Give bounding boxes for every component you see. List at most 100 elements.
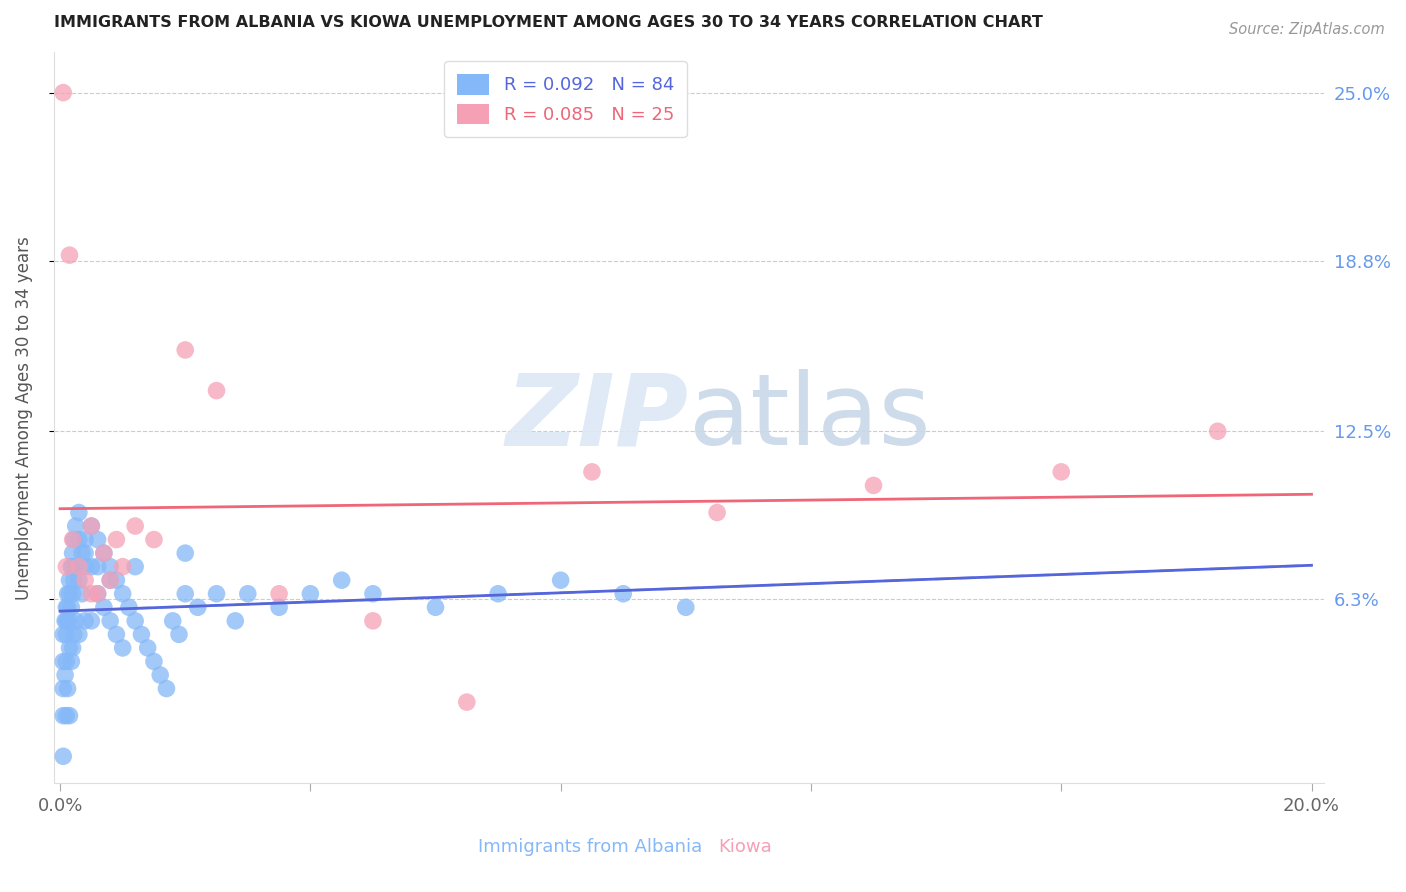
Point: [205, 587, 228, 601]
Point: [75, 533, 97, 547]
Point: [98, 559, 121, 574]
Point: [862, 478, 884, 492]
Point: [124, 519, 146, 533]
Point: [124, 559, 146, 574]
Point: [236, 587, 259, 601]
Point: [299, 587, 322, 601]
Point: [56, 681, 79, 696]
Point: [98, 614, 121, 628]
Point: [111, 587, 134, 601]
Point: [174, 546, 197, 560]
Point: [612, 587, 634, 601]
Text: Immigrants from Albania: Immigrants from Albania: [478, 838, 703, 856]
Point: [75, 546, 97, 560]
Point: [67, 573, 90, 587]
Point: [56, 614, 79, 628]
Point: [62, 559, 84, 574]
Point: [65, 519, 87, 533]
Point: [60, 600, 83, 615]
Point: [550, 573, 572, 587]
Point: [105, 573, 128, 587]
Point: [267, 600, 290, 615]
Point: [80, 559, 103, 574]
Point: [131, 627, 153, 641]
Point: [56, 587, 79, 601]
Point: [205, 384, 228, 398]
Point: [55, 708, 77, 723]
Point: [142, 533, 165, 547]
Point: [53, 668, 76, 682]
Point: [124, 614, 146, 628]
Point: [75, 559, 97, 574]
Point: [80, 519, 103, 533]
Point: [55, 655, 77, 669]
Point: [105, 627, 128, 641]
Point: [63, 533, 86, 547]
Point: [56, 600, 79, 615]
Point: [52, 708, 75, 723]
Point: [142, 655, 165, 669]
Point: [75, 614, 97, 628]
Point: [55, 559, 77, 574]
Point: [52, 627, 75, 641]
Point: [118, 600, 141, 615]
Point: [456, 695, 478, 709]
Point: [93, 546, 115, 560]
Point: [162, 614, 184, 628]
Point: [706, 506, 728, 520]
Point: [224, 614, 246, 628]
Point: [52, 655, 75, 669]
Point: [67, 627, 90, 641]
Point: [65, 614, 87, 628]
Point: [86, 559, 108, 574]
Point: [155, 681, 177, 696]
Point: [63, 573, 86, 587]
Point: [86, 587, 108, 601]
Point: [58, 248, 80, 262]
Point: [1206, 424, 1229, 438]
Point: [67, 506, 90, 520]
Point: [53, 614, 76, 628]
Point: [80, 519, 103, 533]
Point: [62, 546, 84, 560]
Point: [86, 533, 108, 547]
Point: [136, 640, 159, 655]
Point: [55, 614, 77, 628]
Point: [98, 573, 121, 587]
Point: [62, 533, 84, 547]
Point: [80, 587, 103, 601]
Point: [62, 640, 84, 655]
Point: [111, 640, 134, 655]
Point: [486, 587, 509, 601]
Point: [70, 587, 93, 601]
Point: [80, 614, 103, 628]
Point: [62, 587, 84, 601]
Point: [86, 587, 108, 601]
Point: [1050, 465, 1073, 479]
Text: atlas: atlas: [689, 369, 931, 467]
Point: [63, 627, 86, 641]
Text: Source: ZipAtlas.com: Source: ZipAtlas.com: [1229, 22, 1385, 37]
Point: [174, 343, 197, 357]
Text: Kiowa: Kiowa: [718, 838, 772, 856]
Point: [425, 600, 447, 615]
Point: [105, 533, 128, 547]
Point: [167, 627, 190, 641]
Point: [98, 573, 121, 587]
Point: [52, 681, 75, 696]
Point: [60, 559, 83, 574]
Point: [75, 573, 97, 587]
Point: [70, 546, 93, 560]
Point: [267, 587, 290, 601]
Point: [58, 573, 80, 587]
Point: [55, 627, 77, 641]
Point: [67, 559, 90, 574]
Point: [111, 559, 134, 574]
Point: [149, 668, 172, 682]
Point: [93, 600, 115, 615]
Point: [675, 600, 697, 615]
Point: [581, 465, 603, 479]
Point: [52, 749, 75, 764]
Text: IMMIGRANTS FROM ALBANIA VS KIOWA UNEMPLOYMENT AMONG AGES 30 TO 34 YEARS CORRELAT: IMMIGRANTS FROM ALBANIA VS KIOWA UNEMPLO…: [53, 15, 1043, 30]
Point: [65, 559, 87, 574]
